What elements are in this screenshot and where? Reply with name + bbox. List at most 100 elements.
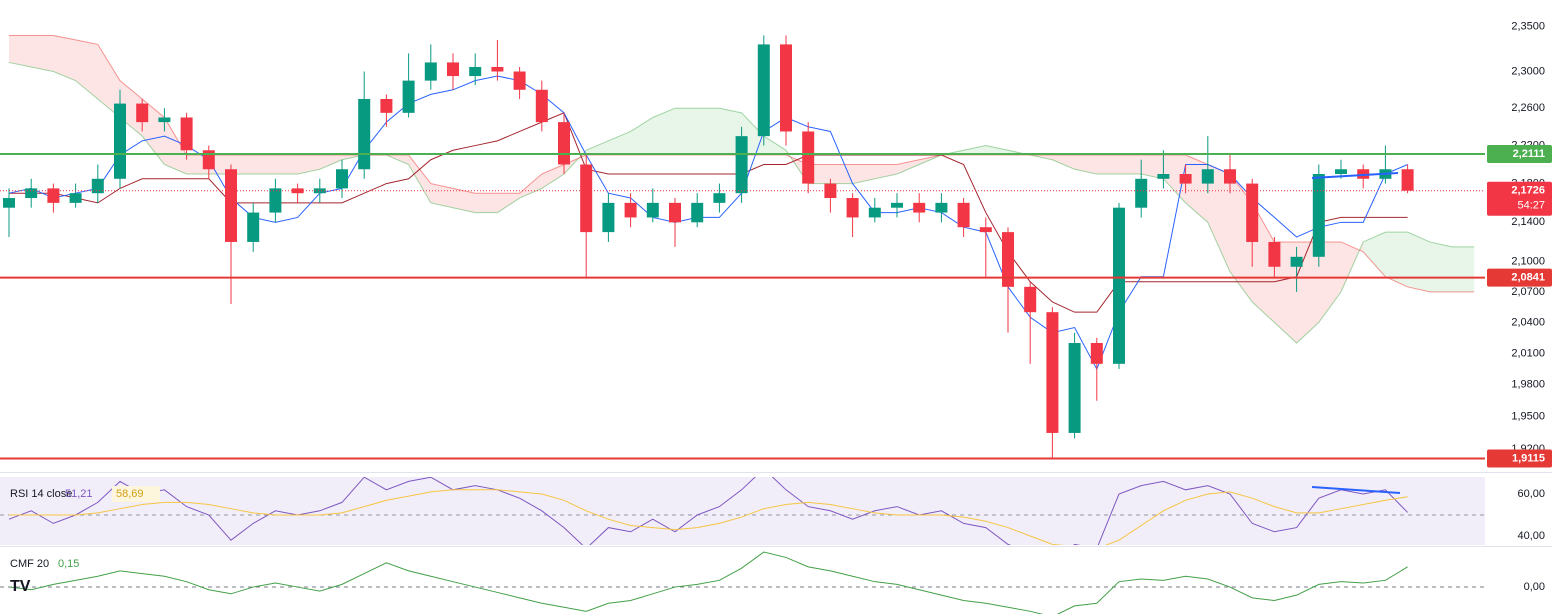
cloud-fill xyxy=(1385,232,1408,287)
rsi-trend-line xyxy=(1311,486,1401,494)
rsi-value: 51,21 xyxy=(65,488,93,500)
candle-body xyxy=(535,89,548,123)
cloud-fill xyxy=(53,35,76,81)
y-tick-label: 2,1400 xyxy=(1511,216,1545,228)
candle-body xyxy=(602,202,615,233)
candle-body xyxy=(225,169,237,242)
level-label-bg xyxy=(1487,144,1552,163)
candle-body xyxy=(491,66,504,72)
cloud-fill xyxy=(164,117,187,175)
candle-body xyxy=(1157,174,1170,179)
candle-body xyxy=(891,202,903,208)
candle-body xyxy=(935,202,948,213)
candle-body xyxy=(1201,169,1214,184)
y-tick-label: 0,00 xyxy=(1524,581,1545,593)
last-price-label: 2,1726 xyxy=(1511,185,1545,197)
series-line xyxy=(8,477,1408,545)
y-tick-label: 2,0100 xyxy=(1511,347,1545,359)
candle-body xyxy=(624,202,637,218)
candle-body xyxy=(313,188,326,194)
candle-body xyxy=(136,103,149,123)
level-label: 1,9115 xyxy=(1512,452,1545,464)
cloud-fill xyxy=(630,117,653,155)
y-tick-label: 2,3000 xyxy=(1511,65,1545,77)
candle-body xyxy=(780,44,792,132)
candle-body xyxy=(913,202,926,213)
price-axis: 2,35002,30002,26002,22002,18002,14002,10… xyxy=(1511,20,1545,593)
candle-body xyxy=(91,178,104,194)
candle-body xyxy=(868,207,881,218)
candle-body xyxy=(757,44,770,137)
cloud-fill xyxy=(97,44,120,118)
candle-body xyxy=(1246,183,1259,242)
y-tick-label: 2,1000 xyxy=(1511,256,1545,268)
candle-body xyxy=(25,188,38,199)
cloud-fill xyxy=(31,35,54,72)
cloud-fill xyxy=(1207,164,1230,272)
cloud-fill xyxy=(1052,154,1075,170)
candle-body xyxy=(1357,169,1370,179)
candle-body xyxy=(1002,232,1014,287)
series-line xyxy=(8,551,1408,614)
y-tick-label: 1,9500 xyxy=(1511,411,1545,423)
label-bg xyxy=(112,486,160,502)
cmf-value: 0,15 xyxy=(58,558,79,570)
cloud-fill xyxy=(652,108,675,155)
candle-body xyxy=(1179,174,1192,184)
level-label-bg xyxy=(1487,449,1552,468)
cloud-fill xyxy=(319,154,342,170)
candle-body xyxy=(1224,169,1236,184)
cloud-fill xyxy=(830,164,853,184)
price-panel xyxy=(0,34,1485,460)
cloud-fill xyxy=(852,164,875,184)
cloud-fill xyxy=(963,145,986,155)
candle-body xyxy=(1068,343,1081,433)
logo: TV xyxy=(10,578,31,595)
series-line xyxy=(9,489,1408,545)
cloud-fill xyxy=(1363,232,1386,277)
cloud-fill xyxy=(586,140,609,155)
band-bg xyxy=(0,477,1485,545)
candle-body xyxy=(358,98,371,170)
rsi-panel xyxy=(0,477,1485,545)
candle-body xyxy=(1046,312,1059,433)
candle-body xyxy=(979,227,992,233)
candle-body xyxy=(1113,207,1125,364)
candle-body xyxy=(1090,343,1103,364)
y-tick-label: 40,00 xyxy=(1517,530,1545,542)
cloud-fill xyxy=(675,108,698,155)
candle-body xyxy=(691,202,704,223)
cloud-fill xyxy=(697,108,720,155)
candle-body xyxy=(558,122,570,165)
cloud-fill xyxy=(519,174,542,199)
candle-body xyxy=(158,117,171,123)
candle-body xyxy=(447,62,459,77)
cloud-fill xyxy=(1141,154,1164,179)
cloud-fill xyxy=(275,154,298,175)
trend-line xyxy=(1311,172,1399,179)
candle-body xyxy=(269,188,282,213)
candle-body xyxy=(646,202,659,218)
candle-body xyxy=(114,103,126,179)
candle-body xyxy=(3,198,15,208)
cloud-fill xyxy=(763,136,786,155)
candle-body xyxy=(957,202,970,228)
y-tick-label: 2,3500 xyxy=(1511,20,1545,32)
y-tick-label: 60,00 xyxy=(1517,488,1545,500)
conversion-line xyxy=(8,75,1408,371)
cloud-fill xyxy=(1119,154,1142,175)
cloud-fill xyxy=(9,35,32,67)
cloud-fill xyxy=(297,154,320,175)
cloud-fill xyxy=(1296,241,1319,344)
rsi-title: RSI 14 close xyxy=(10,488,72,500)
candle-body xyxy=(1290,256,1303,267)
candle-body xyxy=(247,212,260,242)
y-tick-label: 2,0700 xyxy=(1511,286,1545,298)
cloud-fill xyxy=(453,188,476,213)
candle-body xyxy=(1135,178,1148,208)
cloud-fill xyxy=(75,39,98,99)
span-a xyxy=(8,61,1475,344)
candle-body xyxy=(1401,169,1414,191)
cloud-fill xyxy=(1429,241,1452,292)
candle-body xyxy=(735,136,748,194)
